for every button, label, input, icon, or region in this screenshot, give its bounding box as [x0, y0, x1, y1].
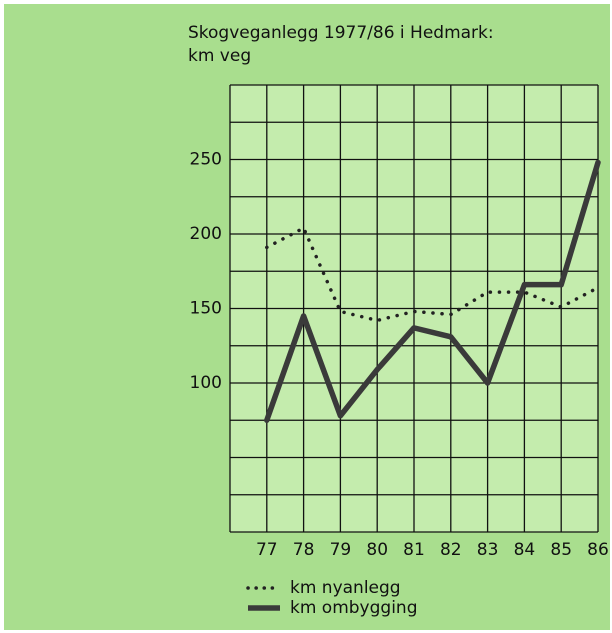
y-tick-label: 250 [190, 150, 222, 170]
x-tick-label: 79 [330, 540, 352, 560]
x-tick-label: 83 [477, 540, 499, 560]
y-tick-label: 100 [190, 373, 222, 393]
legend-label: km nyanlegg [290, 578, 401, 598]
x-tick-label: 81 [403, 540, 425, 560]
x-tick-label: 85 [550, 540, 572, 560]
chart-subtitle: km veg [188, 46, 251, 66]
x-tick-label: 84 [514, 540, 536, 560]
x-tick-label: 77 [256, 540, 278, 560]
x-tick-label: 80 [366, 540, 388, 560]
legend-label: km ombygging [290, 598, 418, 618]
data-line [265, 226, 600, 323]
x-tick-label: 78 [293, 540, 315, 560]
x-tick-label: 86 [587, 540, 609, 560]
y-tick-label: 200 [190, 224, 222, 244]
chart-title: Skogveganlegg 1977/86 i Hedmark: [188, 23, 494, 43]
x-tick-label: 82 [440, 540, 462, 560]
y-tick-label: 150 [190, 299, 222, 319]
data-line [264, 159, 601, 423]
